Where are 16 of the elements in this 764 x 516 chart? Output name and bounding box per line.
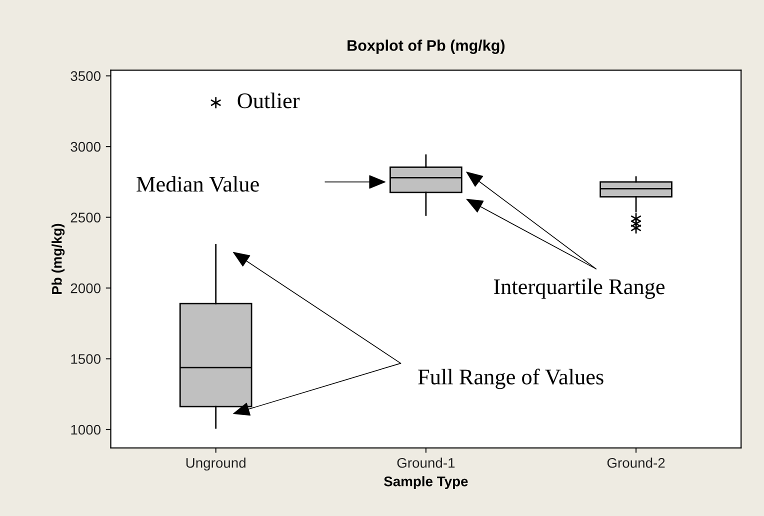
y-tick-label: 1500 — [71, 354, 101, 364]
y-tick-label: 3000 — [70, 142, 101, 152]
y-tick-label: 3500 — [70, 71, 101, 82]
x-tick-label: Ground-1 — [397, 458, 455, 468]
annotation: Outlier — [238, 92, 300, 108]
x-tick-label: Ground-2 — [607, 458, 665, 468]
annotation: Interquartile Range — [494, 278, 665, 299]
annotation: Median Value — [136, 176, 259, 192]
chart-title: Boxplot of Pb (mg/kg) — [348, 40, 505, 54]
y-tick-label: 1000 — [71, 424, 101, 435]
y-tick-label: 2000 — [70, 283, 101, 294]
y-tick-label: 2500 — [70, 212, 101, 222]
x-tick-label: Unground — [186, 458, 246, 471]
annotation: Full Range of Values — [418, 368, 604, 390]
x-axis-title: Sample Type — [384, 476, 468, 490]
y-axis-title: Pb (mg/kg) — [52, 224, 65, 294]
